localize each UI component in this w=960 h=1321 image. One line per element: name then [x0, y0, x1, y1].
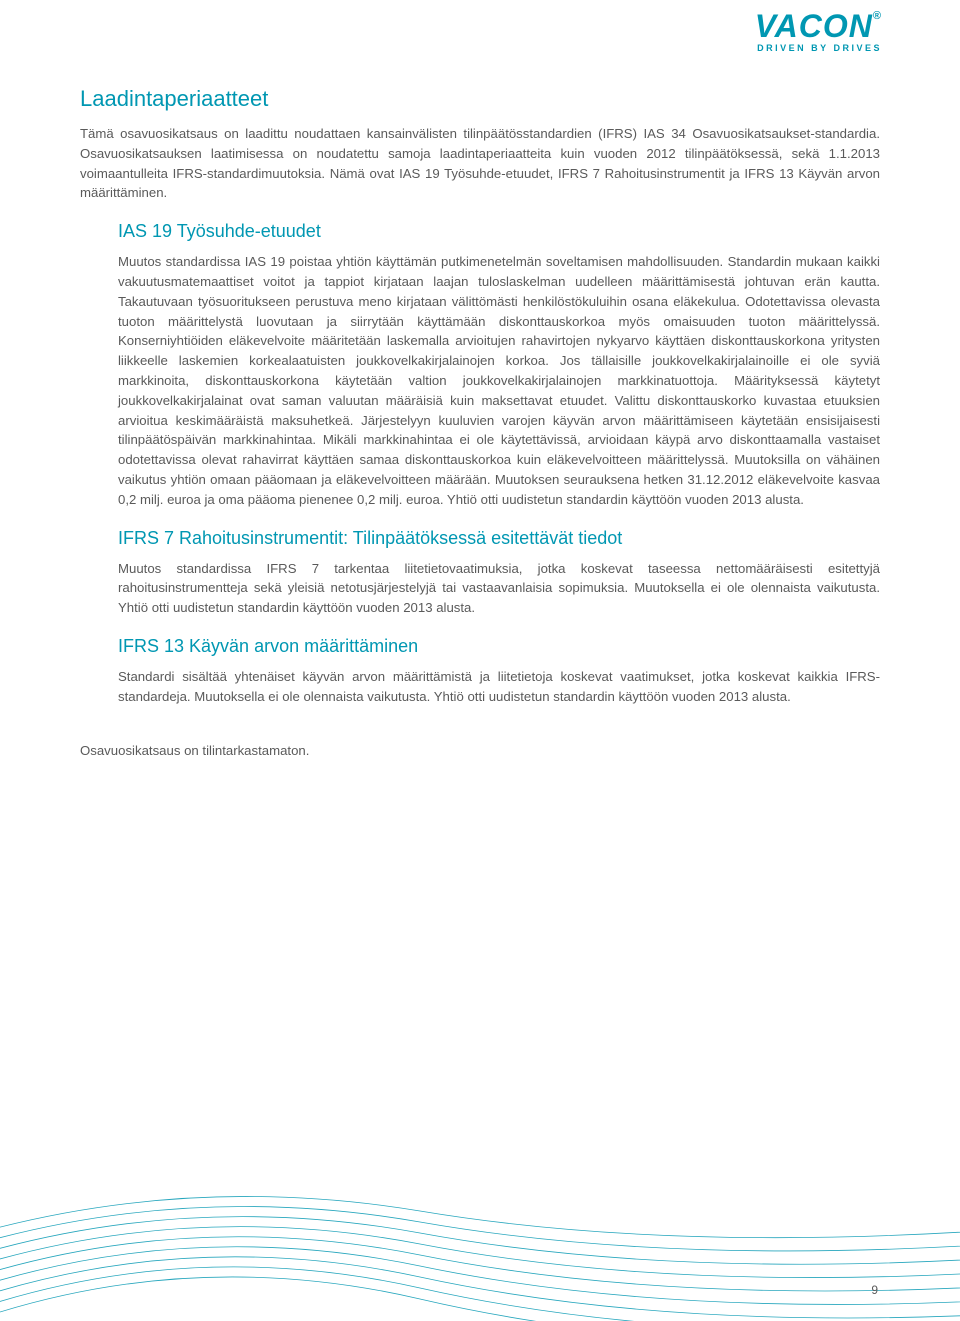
footnote: Osavuosikatsaus on tilintarkastamaton.	[80, 741, 880, 761]
logo-name: VACON®	[755, 12, 882, 41]
section-heading-ifrs7: IFRS 7 Rahoitusinstrumentit: Tilinpäätök…	[118, 528, 880, 549]
section-heading-ifrs13: IFRS 13 Käyvän arvon määrittäminen	[118, 636, 880, 657]
wave-decoration	[0, 1141, 960, 1321]
intro-paragraph: Tämä osavuosikatsaus on laadittu noudatt…	[80, 124, 880, 203]
section-heading-ias19: IAS 19 Työsuhde-etuudet	[118, 221, 880, 242]
page-number: 9	[871, 1283, 878, 1297]
section-body-ias19: Muutos standardissa IAS 19 poistaa yhtiö…	[118, 252, 880, 509]
logo-tagline: DRIVEN BY DRIVES	[755, 43, 882, 53]
section-body-ifrs7: Muutos standardissa IFRS 7 tarkentaa lii…	[118, 559, 880, 618]
page-content: Laadintaperiaatteet Tämä osavuosikatsaus…	[80, 86, 880, 760]
section-body-ifrs13: Standardi sisältää yhtenäiset käyvän arv…	[118, 667, 880, 707]
brand-logo: VACON® DRIVEN BY DRIVES	[755, 12, 882, 53]
page-heading: Laadintaperiaatteet	[80, 86, 880, 112]
